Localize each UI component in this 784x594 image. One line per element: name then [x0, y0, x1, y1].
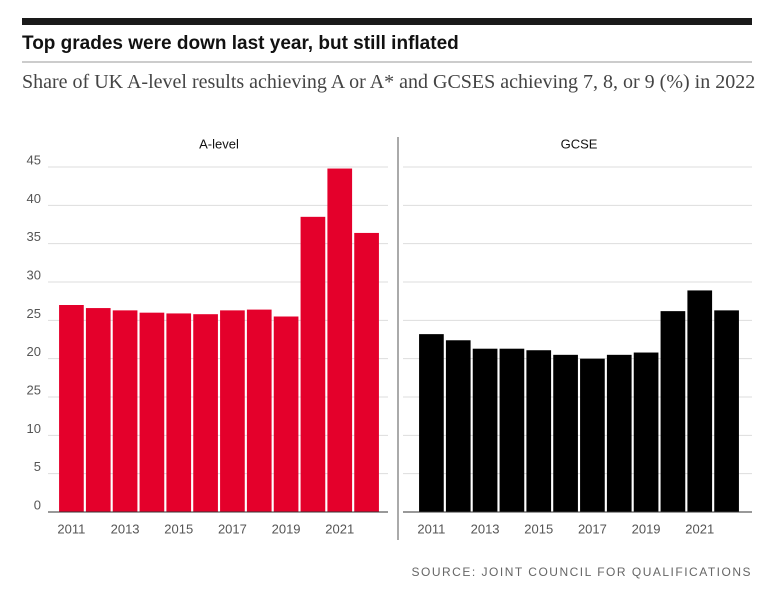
- chart-subtitle: Share of UK A-level results achieving A …: [22, 71, 756, 93]
- x-tick-label: 2013: [471, 521, 500, 536]
- bar: [445, 340, 471, 512]
- y-tick-label: 35: [27, 229, 41, 244]
- bar: [300, 216, 326, 513]
- x-tick-label: 2015: [524, 521, 553, 536]
- bar: [220, 310, 245, 512]
- bar: [327, 168, 353, 513]
- panel-title: A-level: [199, 136, 239, 151]
- chart-title: Top grades were down last year, but stil…: [22, 33, 459, 54]
- bar: [273, 316, 299, 512]
- bar: [193, 314, 218, 512]
- bar: [580, 358, 605, 512]
- bar: [472, 348, 498, 512]
- x-tick-label: 2017: [578, 521, 607, 536]
- bar: [246, 309, 272, 512]
- bar: [714, 310, 739, 512]
- x-tick-label: 2011: [57, 521, 85, 536]
- panel-title: GCSE: [561, 136, 598, 151]
- bar: [139, 312, 165, 512]
- bar: [166, 313, 192, 512]
- x-tick-label: 2017: [218, 521, 247, 536]
- bar: [354, 232, 379, 512]
- y-tick-label: 45: [27, 152, 41, 167]
- y-tick-label: 0: [34, 497, 41, 512]
- bar: [85, 308, 111, 512]
- y-tick-label: 10: [27, 421, 41, 436]
- bar: [59, 305, 84, 512]
- source: SOURCE: JOINT COUNCIL FOR QUALIFICATIONS: [412, 565, 752, 579]
- y-tick-label: 5: [34, 459, 41, 474]
- x-tick-label: 2019: [272, 521, 301, 536]
- bar: [687, 290, 713, 512]
- x-tick-label: 2013: [111, 521, 140, 536]
- bar: [606, 354, 632, 512]
- bar: [499, 348, 525, 512]
- bar: [526, 350, 552, 512]
- y-tick-label: 40: [27, 191, 41, 206]
- y-tick-label: 20: [27, 344, 41, 359]
- y-tick-label: 30: [27, 267, 41, 282]
- bar: [660, 311, 686, 512]
- bar: [553, 354, 578, 512]
- x-tick-label: 2011: [417, 521, 445, 536]
- x-tick-label: 2021: [685, 521, 714, 536]
- subtitle-box: Share of UK A-level results achieving A …: [22, 71, 756, 93]
- x-tick-label: 2021: [325, 521, 354, 536]
- bar: [633, 352, 659, 512]
- bar: [112, 310, 138, 512]
- x-tick-label: 2015: [164, 521, 193, 536]
- top-rule: [22, 18, 752, 25]
- x-tick-label: 2019: [632, 521, 661, 536]
- y-tick-label: 25: [27, 306, 41, 321]
- bar: [419, 334, 444, 512]
- y-tick-label: 25: [27, 382, 41, 397]
